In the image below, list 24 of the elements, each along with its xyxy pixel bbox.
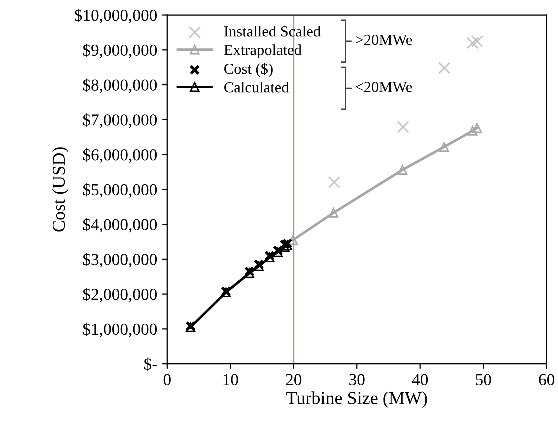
legend-label: Cost ($) — [224, 63, 273, 78]
y-axis-title: Cost (USD) — [52, 148, 69, 232]
y-tick-label: $8,000,000 — [83, 78, 158, 94]
y-tick-label: $3,000,000 — [83, 253, 158, 268]
x-axis-title: Turbine Size (MW) — [286, 392, 428, 408]
x-tick-label: 10 — [224, 374, 238, 386]
x-tick-label: 0 — [164, 374, 171, 386]
x-tick-label: 50 — [476, 374, 492, 386]
x-tick-label: 40 — [412, 374, 428, 386]
annotation: <20MWe — [356, 82, 412, 92]
y-tick-label: $5,000,000 — [83, 183, 158, 198]
y-tick-label: $9,000,000 — [83, 44, 158, 58]
y-tick-label: $- — [144, 358, 158, 372]
x-tick-label: 20 — [286, 374, 302, 386]
annotation: >20MWe — [356, 34, 412, 46]
y-tick-label: $6,000,000 — [83, 148, 158, 164]
x-tick-label: 60 — [539, 374, 555, 386]
x-tick-label: 30 — [350, 374, 365, 386]
y-tick-label: $10,000,000 — [75, 8, 158, 24]
legend-label: Calculated — [224, 82, 290, 93]
y-tick-label: $4,000,000 — [83, 218, 158, 233]
y-tick-label: $1,000,000 — [83, 322, 158, 338]
y-tick-label: $7,000,000 — [83, 114, 158, 128]
y-tick-label: $2,000,000 — [83, 288, 158, 303]
